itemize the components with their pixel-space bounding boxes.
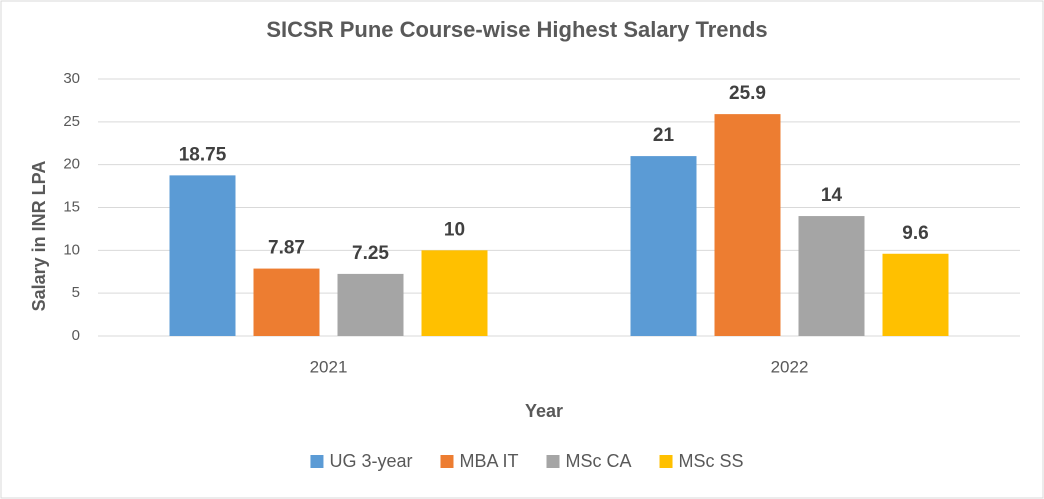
- legend-swatch: [659, 455, 673, 468]
- bar: [798, 216, 865, 336]
- chart-title: SICSR Pune Course-wise Highest Salary Tr…: [266, 17, 767, 42]
- bar: [421, 250, 488, 336]
- legend-label: UG 3-year: [329, 451, 412, 471]
- legend-swatch: [440, 455, 454, 468]
- x-tick-label: 2021: [310, 357, 348, 376]
- data-label: 21: [653, 125, 675, 146]
- data-label: 25.9: [729, 83, 766, 104]
- legend-swatch: [546, 455, 560, 468]
- x-tick-label: 2022: [771, 357, 809, 376]
- data-label: 18.75: [179, 144, 227, 165]
- y-tick-label: 5: [72, 284, 80, 301]
- y-tick-label: 15: [63, 198, 80, 215]
- data-label: 10: [444, 219, 465, 240]
- y-tick-label: 0: [72, 327, 80, 344]
- legend-label: MBA IT: [459, 451, 518, 471]
- data-label: 14: [821, 185, 843, 206]
- legend-label: MSc CA: [566, 451, 632, 471]
- legend-swatch: [310, 455, 324, 468]
- bar: [337, 273, 404, 336]
- bar: [630, 156, 697, 336]
- y-tick-label: 25: [63, 113, 80, 130]
- y-tick-label: 10: [63, 241, 80, 258]
- x-axis-label: Year: [525, 401, 563, 421]
- bar: [253, 268, 320, 336]
- data-label: 9.6: [902, 223, 928, 244]
- bar: [169, 175, 236, 336]
- bar: [714, 114, 781, 336]
- data-label: 7.87: [268, 238, 305, 259]
- data-label: 7.25: [352, 243, 389, 264]
- y-tick-label: 20: [63, 156, 80, 173]
- bar: [882, 253, 949, 336]
- y-axis-label: Salary in INR LPA: [29, 161, 49, 312]
- y-tick-label: 30: [63, 70, 80, 87]
- legend-label: MSc SS: [679, 451, 744, 471]
